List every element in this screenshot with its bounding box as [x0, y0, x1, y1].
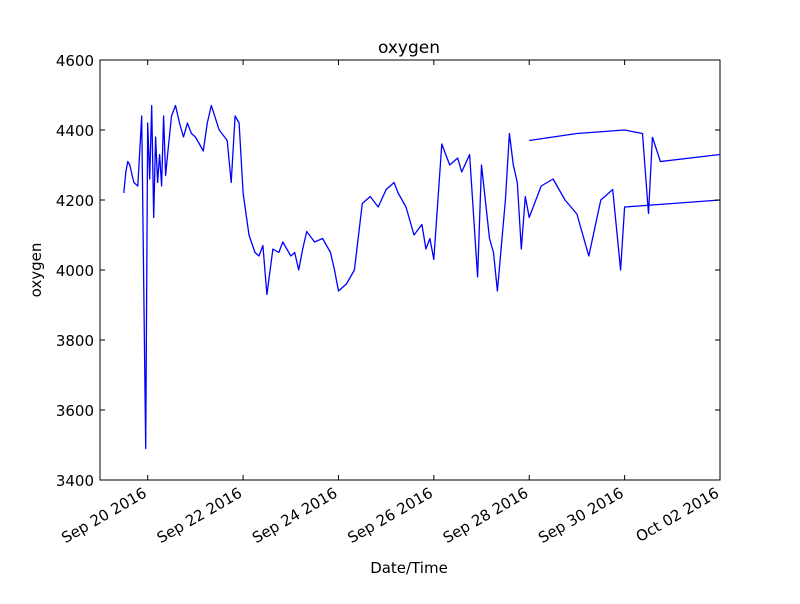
x-tick-label: Sep 22 2016: [154, 484, 245, 547]
x-tick-label: Sep 24 2016: [249, 484, 340, 547]
y-tick-label: 4200: [56, 192, 94, 210]
series-line-0: [123, 104, 721, 450]
x-tick-label: Sep 30 2016: [535, 484, 626, 547]
x-axis-label: Date/Time: [370, 559, 448, 577]
y-tick-label: 3400: [56, 472, 94, 490]
plot-frame: [99, 59, 721, 481]
x-tick-label: Oct 02 2016: [633, 484, 722, 546]
chart-title: oxygen: [378, 38, 440, 58]
y-tick-label: 3600: [56, 402, 94, 420]
series-line-tail: [529, 129, 721, 215]
y-tick-label: 4600: [56, 52, 94, 70]
data-layer: [123, 104, 721, 450]
y-tick-label: 3800: [56, 332, 94, 350]
x-tick-label: Sep 20 2016: [58, 484, 149, 547]
y-tick-label: 4000: [56, 262, 94, 280]
x-tick-label: Sep 28 2016: [440, 484, 531, 547]
y-tick-label: 4400: [56, 122, 94, 140]
x-tick-label: Sep 26 2016: [345, 484, 436, 547]
y-axis-label: oxygen: [27, 243, 45, 298]
